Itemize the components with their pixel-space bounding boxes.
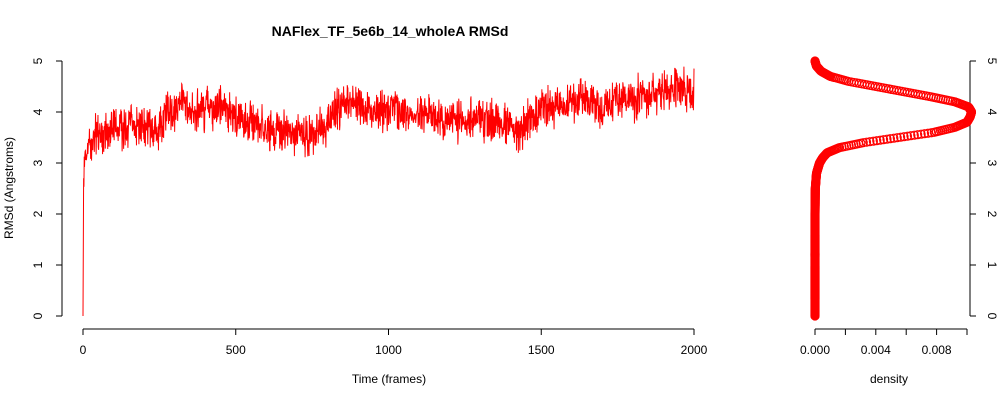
rmsd-y-tick-label: 5	[31, 57, 45, 64]
density-x-axis-label: density	[870, 372, 908, 386]
density-point	[810, 56, 820, 66]
density-y-tick-label: 2	[985, 211, 999, 218]
density-point	[909, 130, 919, 140]
density-point	[889, 133, 899, 143]
rmsd-x-axis-label: Time (frames)	[352, 372, 426, 386]
density-y-tick-label: 0	[985, 313, 999, 320]
rmsd-y-tick-label: 1	[31, 261, 45, 268]
density-point	[875, 135, 885, 145]
rmsd-x-tick-label: 500	[226, 343, 246, 357]
density-point	[861, 137, 872, 147]
density-x-tick-label: 0.000	[800, 343, 830, 357]
density-point	[916, 129, 926, 139]
density-point	[885, 134, 896, 144]
density-point	[899, 132, 909, 142]
rmsd-x-tick-label: 1500	[528, 343, 555, 357]
density-point	[896, 132, 906, 142]
rmsd-x-tick-label: 2000	[681, 343, 708, 357]
density-point	[913, 130, 923, 140]
density-point	[906, 131, 916, 141]
rmsd-series-line	[82, 66, 695, 317]
density-point	[858, 138, 868, 148]
density-y-tick-label: 4	[985, 109, 999, 116]
density-point	[868, 136, 878, 146]
rmsd-y-tick-label: 2	[31, 210, 45, 217]
density-x-tick-label: 0.004	[861, 343, 891, 357]
density-point	[892, 133, 902, 143]
density-point	[882, 134, 892, 144]
density-x-tick-label: 0.008	[922, 343, 952, 357]
density-y-tick-label: 3	[985, 160, 999, 167]
rmsd-y-tick-label: 4	[31, 108, 45, 115]
density-point	[919, 129, 930, 139]
rmsd-plot-area	[82, 66, 695, 317]
density-point	[902, 131, 913, 141]
density-plot-area	[810, 56, 977, 321]
rmsd-y-tick-label: 3	[31, 159, 45, 166]
rmsd-x-tick-label: 0	[80, 343, 87, 357]
density-point	[865, 137, 875, 147]
rmsd-axes: 0 500 1000 1500 2000 0 1 2 3 4 5	[31, 57, 708, 357]
density-y-tick-label: 5	[985, 58, 999, 65]
rmsd-y-axis-label: RMSd (Angstroms)	[2, 137, 16, 239]
density-y-tick-label: 1	[985, 262, 999, 269]
density-point	[878, 135, 889, 145]
density-point	[923, 128, 933, 138]
rmsd-x-tick-label: 1000	[375, 343, 402, 357]
rmsd-y-tick-label: 0	[31, 312, 45, 319]
chart-title: NAFlex_TF_5e6b_14_wholeA RMSd	[272, 23, 509, 39]
density-point	[872, 136, 882, 146]
